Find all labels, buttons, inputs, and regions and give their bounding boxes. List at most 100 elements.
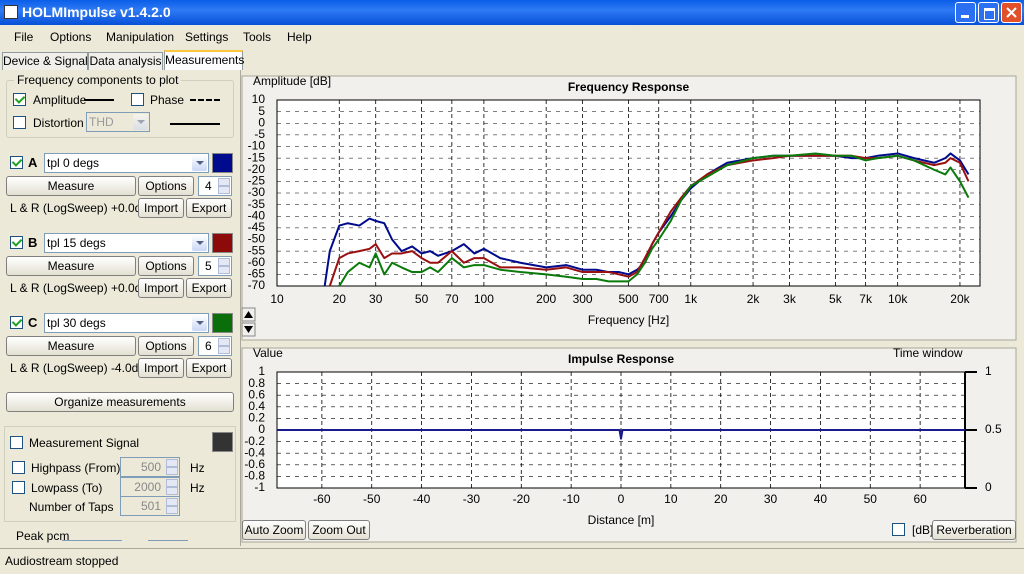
color-swatch[interactable] — [212, 233, 233, 253]
checkbox[interactable] — [12, 461, 25, 474]
x-tick-label: 300 — [573, 292, 593, 306]
y-tick-label: -0.2 — [244, 434, 265, 448]
x-tick-label: 3k — [783, 292, 797, 306]
measurement-name[interactable]: tpl 0 degs — [44, 153, 209, 173]
y-tick-label: 0.6 — [248, 387, 265, 401]
checkbox[interactable] — [892, 523, 905, 536]
menu-item[interactable]: Settings — [185, 30, 229, 44]
export-button[interactable]: Export — [186, 358, 232, 378]
lowpass-label: Lowpass (To) — [31, 481, 103, 495]
lowpass-input[interactable]: 2000 — [120, 477, 180, 497]
highpass-input[interactable]: 500 — [120, 457, 180, 477]
peak-field — [62, 540, 122, 547]
x-tick-label: 5k — [829, 292, 843, 306]
distortion-select[interactable]: THD — [86, 112, 150, 132]
checkbox[interactable] — [12, 481, 25, 494]
import-button[interactable]: Import — [138, 278, 184, 298]
checkbox[interactable] — [10, 236, 23, 249]
y-tick-label: -10 — [248, 139, 266, 153]
distortion-label: Distortion — [33, 116, 84, 130]
y2-tick-label: 1 — [985, 364, 992, 378]
color-swatch[interactable] — [212, 313, 233, 333]
measurement-name[interactable]: tpl 15 degs — [44, 233, 209, 253]
tab[interactable]: Data analysis — [88, 52, 163, 70]
y-tick-label: 10 — [252, 92, 266, 106]
options-button[interactable]: Options — [138, 336, 194, 356]
spin-up — [218, 258, 230, 266]
x-tick-label: 2k — [747, 292, 761, 306]
status-bar — [0, 548, 1024, 574]
chart-title: Impulse Response — [568, 352, 674, 366]
sweep-label: L & R (LogSweep) +0.0dB — [10, 201, 150, 215]
checkbox[interactable] — [10, 156, 23, 169]
plot-frame — [276, 99, 981, 287]
options-button[interactable]: Options — [138, 176, 194, 196]
signal-swatch[interactable] — [212, 432, 233, 452]
y-tick-label: -45 — [248, 220, 266, 234]
export-button[interactable]: Export — [186, 198, 232, 218]
left-panel: Frequency components to plot Amplitude Pha… — [0, 0, 240, 546]
panel-up-arrow[interactable] — [241, 307, 256, 322]
checkbox[interactable] — [10, 436, 23, 449]
spin-down — [218, 266, 230, 274]
zoom-out-button[interactable]: Zoom Out — [308, 520, 370, 540]
options-button[interactable]: Options — [138, 256, 194, 276]
import-button[interactable]: Import — [138, 198, 184, 218]
app-icon — [4, 5, 18, 19]
number-spin[interactable]: 5 — [198, 256, 232, 276]
measure-button[interactable]: Measure — [6, 256, 136, 276]
reverberation-button[interactable]: Reverberation — [932, 520, 1016, 540]
tab[interactable]: Measurements — [164, 50, 244, 70]
x-tick-label: -60 — [313, 492, 331, 506]
checkbox[interactable] — [131, 93, 144, 106]
y2-tick-label: 0 — [985, 480, 992, 494]
checkbox[interactable] — [10, 316, 23, 329]
signal-label: Measurement Signal — [29, 436, 140, 450]
sweep-label: L & R (LogSweep) -4.0dB — [10, 361, 147, 375]
minimize-button[interactable] — [955, 2, 976, 23]
y-tick-label: 1 — [258, 364, 265, 378]
x-tick-label: 20k — [950, 292, 970, 306]
menu-item[interactable]: File — [14, 30, 34, 44]
y-tick-label: -50 — [248, 232, 266, 246]
menu-item[interactable]: Manipulation — [106, 30, 175, 44]
x-tick-label: 50 — [864, 492, 878, 506]
taps-label: Number of Taps — [29, 500, 114, 514]
peak-field — [148, 540, 188, 547]
menu-item[interactable]: Help — [287, 30, 312, 44]
x-tick-label: 60 — [913, 492, 927, 506]
spin-down — [166, 487, 178, 495]
taps-input[interactable]: 501 — [120, 496, 180, 516]
organize-button[interactable]: Organize measurements — [6, 392, 234, 412]
measurement-name[interactable]: tpl 30 degs — [44, 313, 209, 333]
panel-down-arrow[interactable] — [241, 322, 256, 337]
menu-item[interactable]: Options — [50, 30, 92, 44]
maximize-button[interactable] — [978, 2, 999, 23]
checkbox[interactable] — [13, 116, 26, 129]
x-tick-label: 1k — [684, 292, 698, 306]
x-tick-label: 10k — [888, 292, 908, 306]
x-axis-label: Frequency [Hz] — [588, 313, 669, 327]
measure-button[interactable]: Measure — [6, 176, 136, 196]
window-title: HOLMImpulse v1.4.2.0 — [22, 4, 171, 20]
db-label: [dB] — [912, 523, 934, 537]
close-button[interactable] — [1001, 2, 1022, 23]
dropdown-arrow — [192, 155, 207, 171]
color-swatch[interactable] — [212, 153, 233, 173]
auto-zoom-button[interactable]: Auto Zoom — [242, 520, 306, 540]
x-axis-label: Distance [m] — [588, 513, 655, 527]
number-spin[interactable]: 6 — [198, 336, 232, 356]
x-tick-label: 7k — [859, 292, 873, 306]
y-tick-label: -40 — [248, 208, 266, 222]
x-tick-label: 30 — [764, 492, 778, 506]
checkbox[interactable] — [13, 93, 26, 106]
number-spin[interactable]: 4 — [198, 176, 232, 196]
menu-item[interactable]: Tools — [243, 30, 272, 44]
import-button[interactable]: Import — [138, 358, 184, 378]
export-button[interactable]: Export — [186, 278, 232, 298]
chart-title: Frequency Response — [568, 80, 690, 94]
measure-button[interactable]: Measure — [6, 336, 136, 356]
x-tick-label: -40 — [413, 492, 431, 506]
tab[interactable]: Device & Signal — [2, 52, 88, 70]
